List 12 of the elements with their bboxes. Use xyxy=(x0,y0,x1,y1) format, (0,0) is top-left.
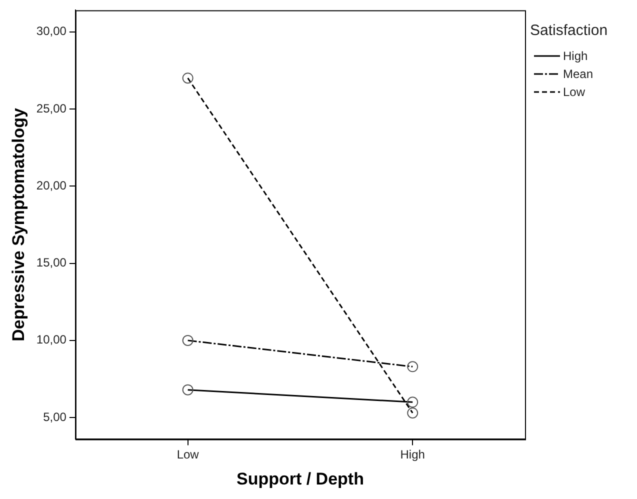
y-tick-label: 30,00 xyxy=(36,24,67,38)
legend-label: High xyxy=(563,49,588,63)
y-tick-label: 10,00 xyxy=(36,332,67,347)
legend-label: Low xyxy=(563,85,586,99)
y-tick-label: 25,00 xyxy=(36,101,67,116)
y-axis-title: Depressive Symptomatology xyxy=(8,107,28,342)
x-axis-title: Support / Depth xyxy=(236,469,364,488)
legend-title: Satisfaction xyxy=(530,22,608,39)
y-tick-label: 20,00 xyxy=(36,178,67,192)
y-tick-label: 15,00 xyxy=(36,256,67,270)
legend-label: Mean xyxy=(563,67,594,81)
y-tick-label: 5,00 xyxy=(43,410,67,424)
